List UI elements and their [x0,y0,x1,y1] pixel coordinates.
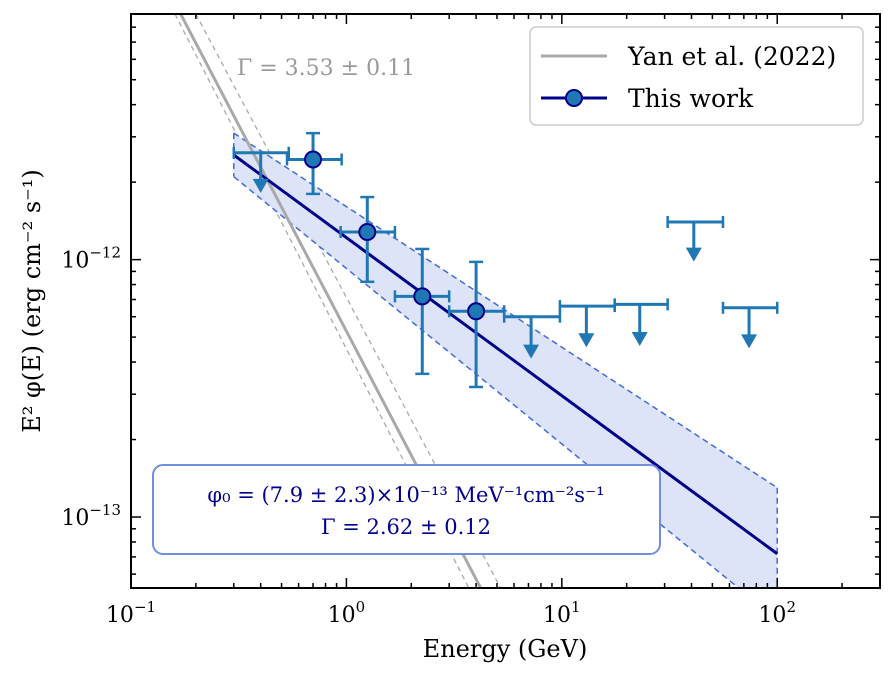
upper-limit [558,300,616,348]
fit-phi0-text: φ₀ = (7.9 ± 2.3)×10⁻¹³ MeV⁻¹cm⁻²s⁻¹ [207,483,604,507]
legend-yan-label: Yan et al. (2022) [627,42,836,71]
upper-limit-arrowhead [252,178,269,193]
fit-gamma-text: Γ = 2.62 ± 0.12 [321,515,491,539]
legend: Yan et al. (2022) This work [529,26,864,126]
tick-labels: 10−1 100 101 102 10−13 10−12 [61,244,796,628]
x-tick-label: 10−1 [106,598,156,628]
x-tick-label: 102 [758,598,796,628]
legend-box [529,26,864,126]
data-point [285,131,343,196]
fit-band-upper-edge [233,132,778,489]
upper-limit-arrowhead [578,333,595,348]
x-axis-title: Energy (GeV) [423,635,588,663]
point-marker [304,150,323,169]
upper-limit [232,146,291,193]
data-point [447,260,506,389]
legend-thiswork-label: This work [628,84,754,113]
point-marker [358,223,377,242]
y-tick-label: 10−13 [61,501,121,531]
fit-line [232,153,779,555]
fit-line-segment [232,153,779,555]
fit-band-lower-edge [233,176,740,588]
x-tick-label: 101 [543,598,581,628]
y-axis-title: E² φ(E) (erg cm⁻² s⁻¹) [18,169,46,433]
upper-limit [666,216,725,262]
data-points [285,131,506,389]
x-tick-label: 100 [328,598,366,628]
data-point [393,247,451,376]
data-point [339,195,397,284]
upper-limit [613,298,669,347]
plot-frame [130,13,881,589]
upper-limit [721,301,779,349]
legend-thiswork-marker [565,89,583,107]
upper-limit-arrowhead [631,332,648,347]
point-marker [467,302,486,321]
upper-limit-arrowhead [685,247,702,262]
y-tick-label: 10−12 [61,244,121,274]
upper-limit-arrowhead [741,334,758,349]
yan-gamma-annotation: Γ = 3.53 ± 0.11 [237,56,415,81]
point-marker [413,287,432,306]
upper-limit-arrowhead [523,344,540,359]
fit-results-box [152,464,661,555]
